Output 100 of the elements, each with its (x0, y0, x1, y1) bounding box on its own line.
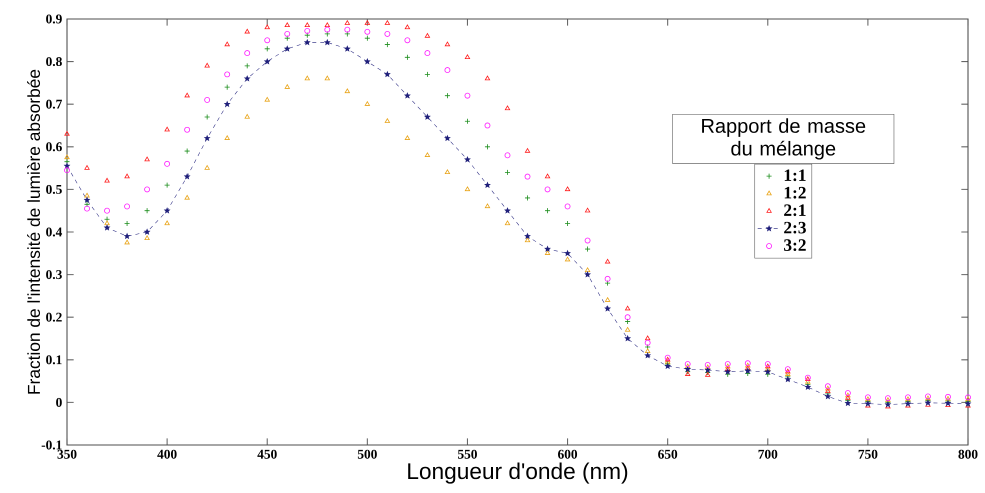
y-tick-label: 0.3 (46, 270, 62, 280)
point (84, 192, 90, 198)
point (224, 71, 230, 78)
point (504, 208, 510, 214)
point (164, 126, 170, 132)
point (344, 20, 350, 25)
point (724, 368, 731, 374)
point (244, 50, 250, 56)
point (845, 395, 850, 400)
point (464, 54, 470, 59)
point (824, 383, 831, 390)
x-tick-label: 500 (358, 450, 377, 459)
legend-title: Rapport de masse du mélange (702, 118, 866, 160)
point (264, 97, 270, 102)
point (324, 76, 330, 80)
point (184, 148, 190, 154)
x-axis-title: Longueur d'onde (nm) (408, 462, 628, 484)
point (364, 35, 370, 42)
point (805, 384, 811, 390)
point (204, 97, 210, 103)
point (484, 76, 490, 80)
legend-label: 1:2 (784, 186, 806, 199)
point (784, 366, 791, 372)
point (665, 358, 670, 364)
point (544, 186, 550, 192)
point (184, 126, 190, 133)
point (484, 204, 490, 208)
point (404, 24, 410, 30)
x-tick-label: 650 (658, 450, 678, 459)
point (564, 220, 570, 226)
point (184, 194, 190, 200)
point (504, 169, 510, 176)
point (244, 62, 250, 69)
point (604, 280, 611, 286)
point (224, 84, 230, 90)
point (164, 182, 170, 188)
point (945, 396, 951, 401)
y-tick-label: 0.9 (46, 14, 62, 24)
point (444, 92, 450, 99)
point (825, 386, 830, 390)
point (224, 101, 230, 107)
point (364, 20, 370, 25)
point (605, 258, 610, 264)
point (584, 246, 591, 252)
point (284, 84, 290, 89)
point (745, 362, 750, 368)
point (124, 240, 130, 244)
point (324, 26, 330, 33)
point (524, 174, 530, 180)
point (744, 360, 751, 366)
point (304, 32, 310, 38)
point (584, 267, 590, 272)
point (625, 327, 630, 332)
point (544, 246, 550, 252)
point (384, 71, 390, 77)
point (845, 392, 850, 398)
legend-label: 1:1 (784, 169, 806, 182)
point (424, 152, 430, 157)
point (324, 30, 330, 37)
point (284, 35, 290, 42)
point (104, 224, 110, 230)
point (104, 220, 110, 226)
point (224, 135, 230, 140)
y-tick-label: 0.5 (46, 184, 62, 194)
point (805, 379, 810, 384)
point (705, 364, 710, 370)
y-tick-label: 0.6 (46, 142, 62, 152)
point (244, 76, 250, 82)
point (504, 220, 510, 226)
point (484, 182, 490, 188)
point (384, 30, 390, 37)
point (444, 42, 450, 46)
x-tick-label: 750 (858, 450, 878, 459)
point (564, 204, 570, 210)
point (204, 62, 210, 68)
point (244, 28, 250, 34)
y-tick-label: -0.1 (42, 440, 62, 450)
point (564, 186, 570, 192)
point (704, 367, 711, 372)
y-tick-label: 0.8 (46, 57, 62, 66)
y-tick-label: 0.4 (46, 227, 62, 237)
point (324, 22, 330, 28)
point (84, 197, 90, 202)
point (845, 400, 851, 406)
y-tick-label: 0.2 (46, 312, 62, 322)
y-axis-title: Fraction de l'intensité de lumière absorbée (27, 70, 40, 394)
point (725, 366, 730, 371)
point (584, 238, 591, 244)
point (84, 165, 90, 170)
point (84, 206, 90, 212)
y-tick-label: 0.7 (46, 100, 62, 109)
point (685, 371, 690, 376)
point (684, 366, 691, 372)
point (705, 372, 710, 377)
point (704, 362, 711, 368)
legend-label: 2:1 (784, 204, 806, 216)
point (524, 238, 530, 242)
point (564, 250, 570, 256)
point (625, 306, 630, 310)
point (765, 366, 770, 371)
